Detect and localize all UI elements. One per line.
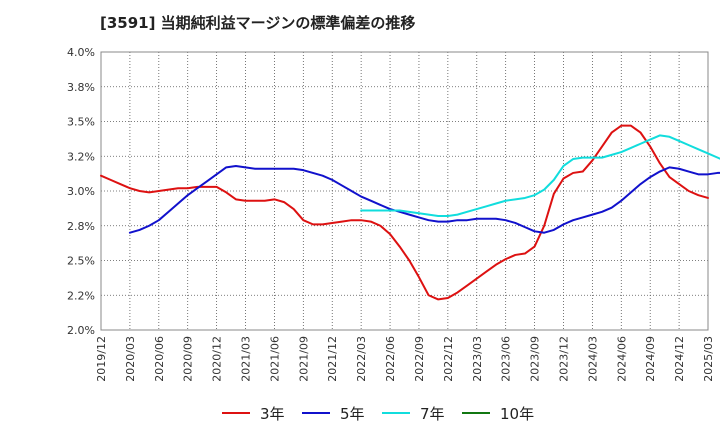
legend-swatch [462, 412, 490, 414]
y-tick-label: 3.8% [67, 81, 95, 94]
series-line [100, 124, 709, 301]
legend-label: 7年 [420, 404, 445, 423]
x-tick-label: 2024/03 [586, 336, 599, 382]
chart-title: [3591] 当期純利益マージンの標準偏差の推移 [100, 14, 416, 32]
x-tick-label: 2024/06 [615, 336, 628, 382]
legend-swatch [222, 412, 250, 414]
plot-frame [100, 51, 709, 331]
x-tick-label: 2025/03 [702, 336, 715, 382]
x-tick-label: 2022/06 [384, 336, 397, 382]
y-tick-label: 2.5% [67, 255, 95, 268]
x-tick-label: 2023/06 [500, 336, 513, 382]
x-tick-label: 2024/09 [644, 336, 657, 382]
x-axis: 2019/12 2020/03 2020/06 2020/09 2020/12 2021/… [95, 336, 715, 382]
line-chart: 2.0% 2.2% 2.5% 2.8% 3.0% 3.2% 3.5% 3.8% 4.0% 201… [67, 46, 720, 382]
x-tick-label: 2023/03 [471, 336, 484, 382]
y-axis: 2.0% 2.2% 2.5% 2.8% 3.0% 3.2% 3.5% 3.8% 4.0% [67, 46, 95, 337]
legend-label: 5年 [340, 404, 365, 423]
y-tick-label: 2.8% [67, 220, 95, 233]
series-line [360, 134, 720, 218]
x-tick-label: 2021/06 [268, 336, 281, 382]
grid [101, 52, 708, 330]
y-tick-label: 3.5% [67, 116, 95, 129]
y-tick-label: 2.0% [67, 324, 95, 337]
x-tick-label: 2020/06 [153, 336, 166, 382]
legend-label: 3年 [260, 404, 285, 423]
x-tick-label: 2022/03 [355, 336, 368, 382]
y-tick-label: 3.0% [67, 185, 95, 198]
series-line [128, 164, 720, 234]
x-tick-label: 2024/12 [673, 336, 686, 382]
series-lines [100, 124, 720, 301]
legend-item: 7年 [382, 399, 445, 427]
legend-item: 10年 [462, 399, 534, 427]
x-tick-label: 2021/09 [297, 336, 310, 382]
x-tick-label: 2020/09 [182, 336, 195, 382]
x-tick-label: 2023/09 [529, 336, 542, 382]
x-tick-label: 2020/03 [124, 336, 137, 382]
legend-swatch [302, 412, 330, 414]
y-tick-label: 3.2% [67, 150, 95, 163]
legend-item: 3年 [222, 399, 285, 427]
legend-item: 5年 [302, 399, 365, 427]
x-tick-label: 2021/03 [240, 336, 253, 382]
x-tick-label: 2023/12 [557, 336, 570, 382]
x-tick-label: 2021/12 [326, 336, 339, 382]
legend: 3年 5年 7年 10年 [0, 399, 720, 427]
legend-label: 10年 [500, 404, 535, 423]
x-tick-label: 2022/09 [413, 336, 426, 382]
y-tick-label: 2.2% [67, 289, 95, 302]
x-tick-label: 2020/12 [211, 336, 224, 382]
x-tick-label: 2019/12 [95, 336, 108, 382]
legend-swatch [382, 412, 410, 414]
y-tick-label: 4.0% [67, 46, 95, 59]
x-tick-label: 2022/12 [442, 336, 455, 382]
